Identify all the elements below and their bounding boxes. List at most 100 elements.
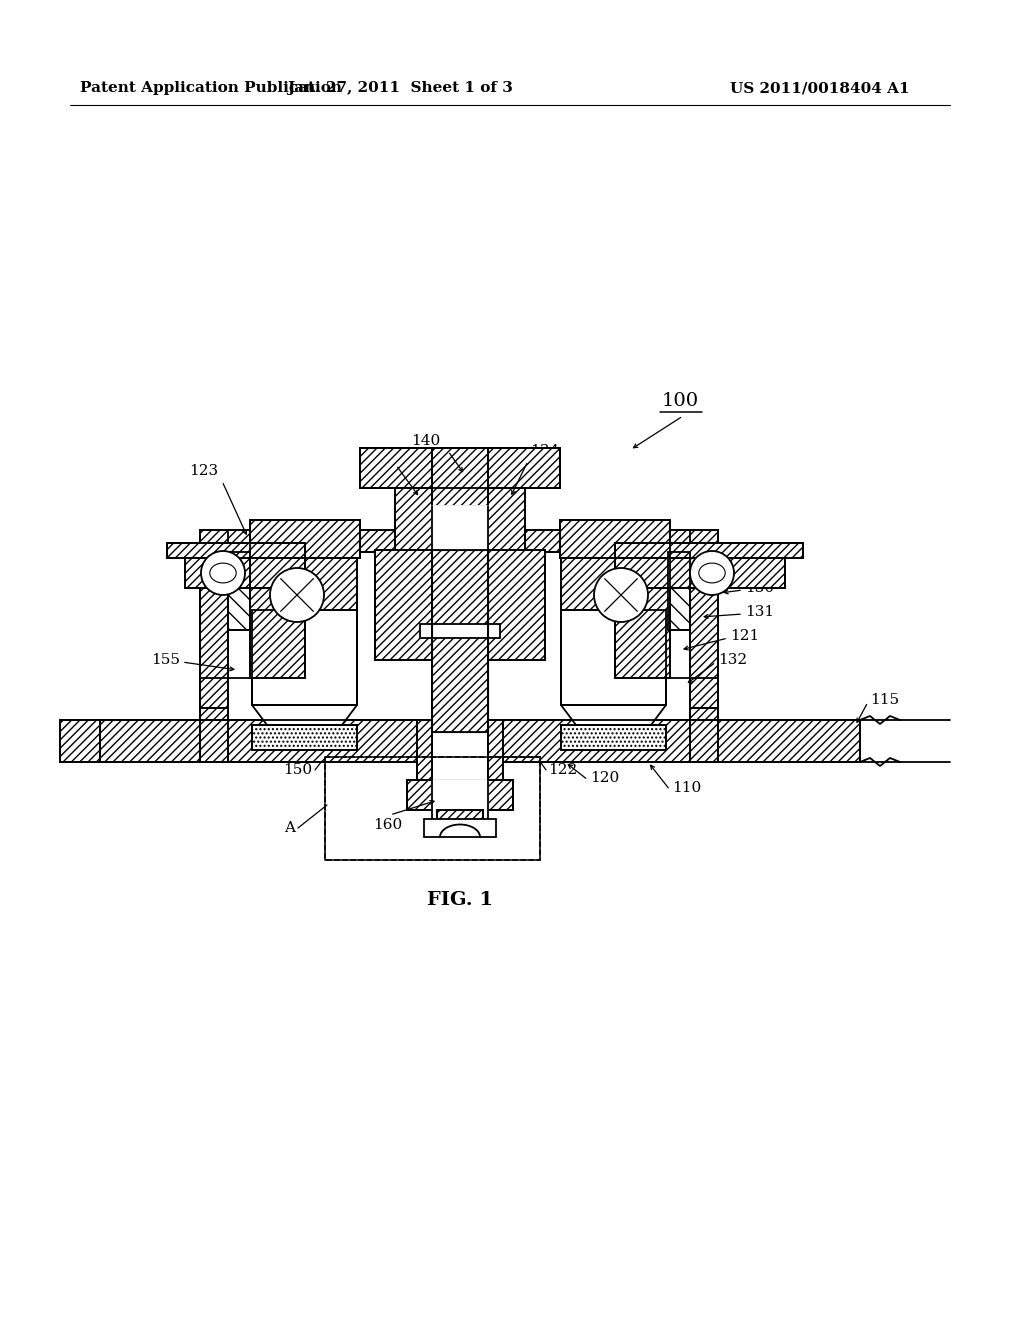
Text: 132: 132 bbox=[718, 653, 748, 667]
Text: Patent Application Publication: Patent Application Publication bbox=[80, 81, 342, 95]
Bar bbox=[228, 552, 250, 630]
Bar bbox=[690, 531, 718, 762]
Bar bbox=[561, 610, 666, 705]
Bar bbox=[375, 550, 545, 660]
Text: 130: 130 bbox=[745, 581, 774, 595]
Text: US 2011/0018404 A1: US 2011/0018404 A1 bbox=[730, 81, 909, 95]
Bar bbox=[560, 520, 670, 558]
Bar bbox=[561, 725, 666, 750]
Bar bbox=[690, 708, 718, 719]
Bar bbox=[432, 719, 488, 780]
Bar bbox=[690, 531, 718, 762]
Bar bbox=[167, 543, 305, 558]
Text: 110: 110 bbox=[672, 781, 701, 795]
Bar bbox=[250, 558, 305, 678]
Bar bbox=[432, 550, 488, 733]
Text: A: A bbox=[284, 821, 295, 836]
Bar bbox=[200, 531, 718, 552]
Bar bbox=[185, 558, 305, 587]
Bar bbox=[252, 552, 357, 648]
Bar bbox=[252, 610, 357, 705]
Bar bbox=[325, 756, 540, 861]
Bar bbox=[200, 531, 228, 762]
Text: FIG. 1: FIG. 1 bbox=[427, 891, 494, 909]
Bar bbox=[252, 725, 357, 750]
Bar bbox=[560, 520, 670, 558]
Bar bbox=[561, 725, 666, 750]
Bar bbox=[375, 550, 545, 660]
Bar bbox=[561, 610, 666, 705]
Bar bbox=[432, 550, 488, 733]
Bar bbox=[100, 719, 860, 762]
Text: 123: 123 bbox=[188, 465, 218, 478]
Ellipse shape bbox=[698, 564, 725, 583]
Bar bbox=[325, 756, 540, 861]
Circle shape bbox=[270, 568, 324, 622]
Circle shape bbox=[201, 550, 245, 595]
Bar bbox=[561, 552, 666, 648]
Bar bbox=[420, 624, 500, 638]
Bar bbox=[417, 719, 503, 762]
Ellipse shape bbox=[210, 564, 237, 583]
Bar bbox=[395, 488, 525, 550]
Bar bbox=[228, 552, 250, 630]
Bar bbox=[561, 610, 666, 705]
Bar bbox=[360, 447, 560, 488]
Bar bbox=[615, 558, 670, 678]
Bar bbox=[437, 810, 483, 822]
Bar bbox=[60, 719, 100, 762]
Bar bbox=[615, 543, 803, 558]
Bar bbox=[432, 488, 488, 550]
Text: 160: 160 bbox=[374, 818, 402, 832]
Bar bbox=[432, 447, 488, 503]
Bar bbox=[615, 558, 785, 587]
Bar bbox=[432, 780, 488, 810]
Bar bbox=[200, 531, 718, 552]
Bar bbox=[668, 552, 690, 630]
Bar bbox=[615, 558, 785, 587]
Bar bbox=[417, 719, 503, 780]
Polygon shape bbox=[252, 705, 357, 725]
Bar bbox=[407, 780, 513, 810]
Bar bbox=[200, 708, 228, 719]
Bar bbox=[250, 520, 360, 558]
Bar bbox=[432, 447, 488, 506]
Bar bbox=[615, 543, 803, 558]
Bar bbox=[432, 447, 488, 506]
Bar bbox=[561, 552, 666, 648]
Text: 134: 134 bbox=[530, 444, 559, 458]
Text: 120: 120 bbox=[590, 771, 620, 785]
Bar bbox=[561, 610, 666, 705]
Text: 140: 140 bbox=[411, 434, 440, 447]
Bar bbox=[250, 520, 360, 558]
Bar bbox=[432, 550, 488, 660]
Text: 115: 115 bbox=[870, 693, 899, 708]
Bar bbox=[252, 725, 357, 750]
Text: 133: 133 bbox=[361, 447, 390, 462]
Polygon shape bbox=[561, 705, 666, 725]
Bar bbox=[690, 708, 718, 719]
Bar bbox=[432, 506, 488, 836]
Bar bbox=[252, 610, 357, 705]
Bar bbox=[424, 818, 496, 837]
Bar bbox=[407, 780, 513, 810]
Text: 150: 150 bbox=[283, 763, 312, 777]
Bar bbox=[185, 558, 305, 587]
Bar bbox=[200, 531, 228, 762]
Text: Jan. 27, 2011  Sheet 1 of 3: Jan. 27, 2011 Sheet 1 of 3 bbox=[287, 81, 513, 95]
Bar bbox=[250, 558, 305, 678]
Text: 155: 155 bbox=[151, 653, 180, 667]
Bar bbox=[200, 708, 228, 719]
Bar bbox=[100, 719, 860, 762]
Bar bbox=[252, 610, 357, 705]
Text: 122: 122 bbox=[548, 763, 578, 777]
Bar bbox=[252, 552, 357, 648]
Bar bbox=[167, 543, 305, 558]
Bar bbox=[395, 488, 525, 550]
Circle shape bbox=[594, 568, 648, 622]
Bar bbox=[668, 552, 690, 630]
Text: 131: 131 bbox=[745, 605, 774, 619]
Bar bbox=[417, 719, 503, 780]
Bar bbox=[252, 610, 357, 705]
Bar bbox=[615, 558, 670, 678]
